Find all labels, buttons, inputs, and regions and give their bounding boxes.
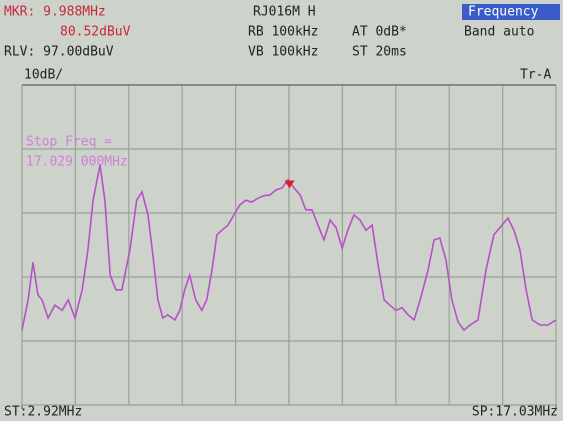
screen-label: AT 0dB* [352, 25, 407, 40]
screen-label: RB 100kHz [248, 25, 318, 40]
screen-label: 10dB/ [24, 68, 63, 83]
screen-label: VB 100kHz [248, 45, 318, 60]
screen-label: Tr-A [520, 68, 551, 83]
screen-label: Band auto [464, 25, 534, 40]
screen-label: ST 20ms [352, 45, 407, 60]
marker [284, 180, 295, 189]
softkey-highlight [462, 4, 560, 20]
screen-label: Frequency [468, 5, 539, 20]
marker-frequency: MKR: 9.988MHz [4, 5, 106, 20]
trace [21, 164, 557, 332]
screen-label: RJ016M H [253, 5, 316, 20]
x-tick-label: ST:2.92MHz [4, 405, 82, 420]
screen-label: Stop Freq = [26, 135, 112, 150]
x-tick-label: SP:17.03MHz [472, 405, 558, 420]
reference-level: RLV: 97.00dBuV [4, 45, 114, 60]
marker-level: 80.52dBuV [60, 25, 131, 40]
screen-label: 17.029 000MHz [26, 155, 128, 170]
